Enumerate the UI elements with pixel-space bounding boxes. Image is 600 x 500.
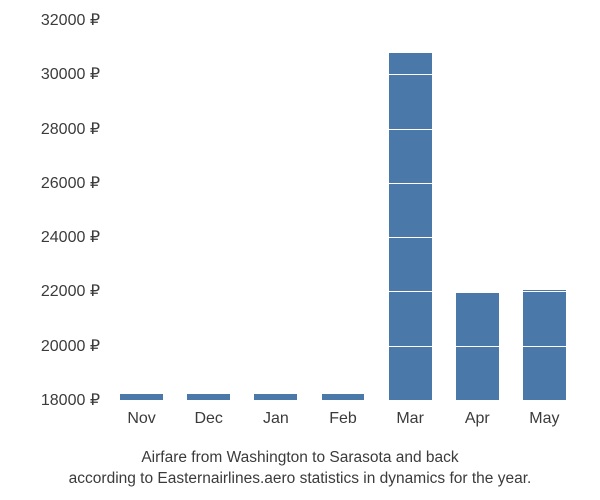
x-tick-label: Feb (329, 410, 357, 428)
bar-slot: Dec (175, 20, 242, 400)
x-tick-label: Mar (396, 410, 424, 428)
x-tick-label: May (529, 410, 559, 428)
bar-slot: Apr (444, 20, 511, 400)
bar-slot: Jan (242, 20, 309, 400)
bar-slot: May (511, 20, 578, 400)
y-tick-label: 28000 ₽ (10, 119, 100, 139)
y-tick-label: 30000 ₽ (10, 64, 100, 84)
gridline (108, 129, 578, 130)
y-tick-label: 24000 ₽ (10, 227, 100, 247)
bar (389, 53, 432, 400)
y-tick-label: 22000 ₽ (10, 281, 100, 301)
gridline (108, 74, 578, 75)
y-tick-label: 26000 ₽ (10, 173, 100, 193)
gridline (108, 400, 578, 401)
gridline (108, 346, 578, 347)
bar-slot: Feb (309, 20, 376, 400)
gridline (108, 183, 578, 184)
plot-area: NovDecJanFebMarAprMay (108, 20, 578, 400)
gridline (108, 20, 578, 21)
x-tick-label: Dec (194, 410, 222, 428)
gridline (108, 291, 578, 292)
airfare-bar-chart: NovDecJanFebMarAprMay Airfare from Washi… (0, 0, 600, 500)
x-tick-label: Apr (465, 410, 490, 428)
bar-slot: Nov (108, 20, 175, 400)
bars-container: NovDecJanFebMarAprMay (108, 20, 578, 400)
x-tick-label: Jan (263, 410, 289, 428)
y-tick-label: 18000 ₽ (10, 390, 100, 410)
bar-slot: Mar (377, 20, 444, 400)
x-tick-label: Nov (127, 410, 155, 428)
y-tick-label: 20000 ₽ (10, 336, 100, 356)
gridline (108, 237, 578, 238)
y-tick-label: 32000 ₽ (10, 10, 100, 30)
chart-caption: Airfare from Washington to Sarasota and … (0, 448, 600, 490)
